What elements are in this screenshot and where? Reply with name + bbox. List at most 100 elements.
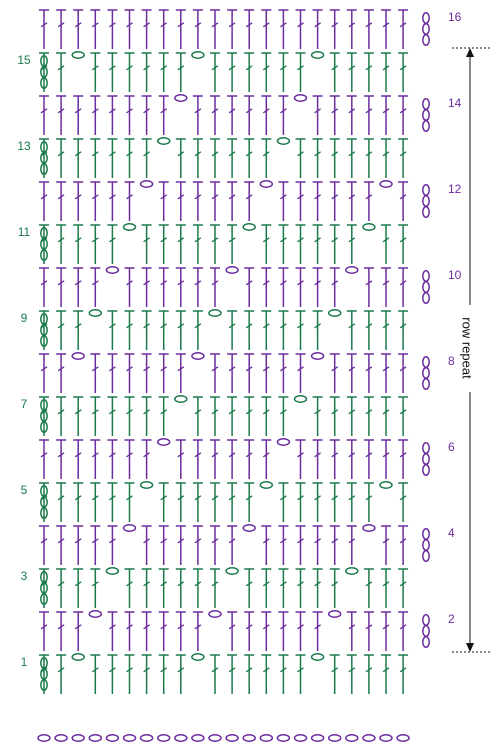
double-crochet-stitch xyxy=(90,525,101,565)
double-crochet-stitch xyxy=(312,568,323,608)
double-crochet-stitch xyxy=(312,9,323,49)
double-crochet-stitch xyxy=(124,52,135,92)
double-crochet-stitch xyxy=(39,52,49,92)
double-crochet-stitch xyxy=(244,611,255,651)
chain-stitch xyxy=(105,567,120,575)
foundation-chain-stitch xyxy=(327,734,342,742)
double-crochet-stitch xyxy=(210,525,220,565)
double-crochet-stitch xyxy=(278,224,289,264)
double-crochet-stitch xyxy=(90,138,101,178)
double-crochet-stitch xyxy=(141,9,152,49)
double-crochet-stitch xyxy=(124,181,135,221)
double-crochet-stitch xyxy=(39,310,49,350)
double-crochet-stitch xyxy=(261,138,272,178)
double-crochet-stitch xyxy=(329,224,340,264)
double-crochet-stitch xyxy=(56,138,67,178)
double-crochet-stitch xyxy=(210,654,220,694)
double-crochet-stitch xyxy=(398,224,409,264)
double-crochet-stitch xyxy=(56,9,67,49)
double-crochet-stitch xyxy=(244,310,255,350)
double-crochet-stitch xyxy=(312,611,323,651)
double-crochet-stitch xyxy=(295,224,306,264)
double-crochet-stitch xyxy=(175,181,186,221)
double-crochet-stitch xyxy=(227,353,238,393)
turning-chain xyxy=(40,313,48,347)
double-crochet-stitch xyxy=(244,353,255,393)
double-crochet-stitch xyxy=(107,224,118,264)
double-crochet-stitch xyxy=(39,482,49,522)
double-crochet-stitch xyxy=(175,654,186,694)
double-crochet-stitch xyxy=(39,525,49,565)
chain-stitch xyxy=(242,223,256,231)
double-crochet-stitch xyxy=(346,9,357,49)
double-crochet-stitch xyxy=(244,9,255,49)
double-crochet-stitch xyxy=(192,224,203,264)
double-crochet-stitch xyxy=(381,611,391,651)
double-crochet-stitch xyxy=(192,396,203,436)
double-crochet-stitch xyxy=(107,654,118,694)
double-crochet-stitch xyxy=(363,95,374,135)
turning-chain xyxy=(422,184,430,218)
double-crochet-stitch xyxy=(192,525,203,565)
double-crochet-stitch xyxy=(227,439,238,479)
double-crochet-stitch xyxy=(39,396,49,436)
double-crochet-stitch xyxy=(107,353,118,393)
double-crochet-stitch xyxy=(278,181,289,221)
double-crochet-stitch xyxy=(363,611,374,651)
stitch-row-11 xyxy=(39,223,409,264)
repeat-arrow-down-head xyxy=(466,643,474,652)
double-crochet-stitch xyxy=(278,568,289,608)
foundation-chain-stitch xyxy=(242,734,256,742)
double-crochet-stitch xyxy=(398,181,409,221)
row-number-label: 7 xyxy=(21,397,28,411)
double-crochet-stitch xyxy=(141,267,152,307)
double-crochet-stitch xyxy=(295,138,306,178)
double-crochet-stitch xyxy=(381,9,391,49)
double-crochet-stitch xyxy=(329,439,340,479)
foundation-chain-stitch xyxy=(259,734,274,742)
double-crochet-stitch xyxy=(381,396,391,436)
double-crochet-stitch xyxy=(90,396,101,436)
double-crochet-stitch xyxy=(56,654,67,694)
double-crochet-stitch xyxy=(210,353,220,393)
chain-stitch xyxy=(242,524,256,532)
double-crochet-stitch xyxy=(295,482,306,522)
double-crochet-stitch xyxy=(141,525,152,565)
stitch-row-2 xyxy=(39,610,430,651)
foundation-chain-stitch xyxy=(122,734,137,742)
stitch-row-8 xyxy=(39,352,430,393)
double-crochet-stitch xyxy=(175,267,186,307)
row-repeat-label: row repeat xyxy=(460,317,475,379)
double-crochet-stitch xyxy=(39,353,49,393)
double-crochet-stitch xyxy=(278,482,289,522)
foundation-chain-stitch xyxy=(54,734,68,742)
double-crochet-stitch xyxy=(210,95,220,135)
double-crochet-stitch xyxy=(192,439,203,479)
double-crochet-stitch xyxy=(244,52,255,92)
double-crochet-stitch xyxy=(210,568,220,608)
stitch-row-14 xyxy=(39,94,430,135)
double-crochet-stitch xyxy=(39,95,49,135)
double-crochet-stitch xyxy=(56,482,67,522)
stitch-row-13 xyxy=(39,137,409,178)
double-crochet-stitch xyxy=(210,181,220,221)
row-number-label: 6 xyxy=(448,440,455,454)
chain-stitch xyxy=(88,610,103,618)
double-crochet-stitch xyxy=(346,181,357,221)
double-crochet-stitch xyxy=(73,568,84,608)
double-crochet-stitch xyxy=(107,611,118,651)
double-crochet-stitch xyxy=(261,95,272,135)
double-crochet-stitch xyxy=(227,482,238,522)
foundation-chain-stitch xyxy=(88,734,103,742)
double-crochet-stitch xyxy=(141,396,152,436)
turning-chain xyxy=(40,55,48,89)
chain-stitch xyxy=(71,51,85,59)
double-crochet-stitch xyxy=(261,9,272,49)
double-crochet-stitch xyxy=(398,310,409,350)
double-crochet-stitch xyxy=(124,439,135,479)
stitch-row-15 xyxy=(39,51,409,92)
double-crochet-stitch xyxy=(346,396,357,436)
double-crochet-stitch xyxy=(278,525,289,565)
double-crochet-stitch xyxy=(39,267,49,307)
chain-stitch xyxy=(327,610,342,618)
